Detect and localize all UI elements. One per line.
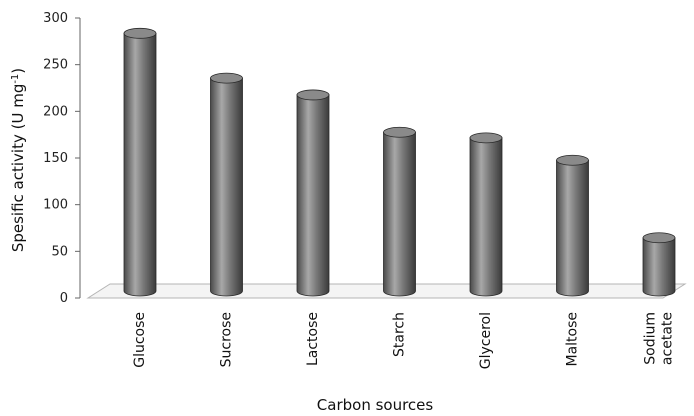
bar — [123, 27, 157, 297]
bar-top — [556, 154, 589, 166]
bar — [642, 232, 676, 297]
x-tick-label: Lactose — [305, 312, 321, 366]
bar — [210, 72, 243, 297]
bar-body — [642, 237, 676, 297]
bar-body — [123, 32, 157, 297]
bar — [383, 126, 416, 297]
y-tick-label: 250 — [43, 58, 68, 73]
bar-top — [383, 126, 416, 138]
y-axis-title: Spesific activity (U mg-1) — [9, 68, 27, 252]
x-tick-label: acetate — [660, 312, 676, 365]
y-tick-label: 300 — [43, 11, 68, 26]
y-tick-label: 150 — [43, 151, 68, 166]
bar-top — [642, 232, 676, 244]
y-tick-label: 100 — [43, 198, 68, 213]
bar-body — [210, 77, 243, 297]
x-axis-title: Carbon sources — [317, 396, 434, 414]
x-tick-label: Maltose — [565, 312, 581, 367]
y-tick-label: 0 — [60, 291, 68, 306]
bar-body — [556, 159, 589, 297]
bar-top — [210, 72, 243, 84]
x-tick-label: Glycerol — [478, 312, 494, 369]
bar-top — [469, 132, 503, 144]
bar-body — [383, 131, 416, 297]
y-tick-label: 200 — [43, 104, 68, 119]
bar — [556, 154, 589, 297]
x-tick-label: Sodium — [643, 312, 659, 365]
bar-body — [296, 94, 330, 297]
bar — [469, 132, 503, 297]
y-tick-label: 50 — [51, 244, 68, 259]
bar-body — [469, 137, 503, 297]
bar-top — [123, 27, 157, 39]
bar — [296, 89, 330, 297]
x-tick-label: Glucose — [132, 312, 148, 368]
x-tick-label: Sucrose — [219, 312, 235, 367]
x-tick-label: Starch — [392, 312, 408, 357]
bar-top — [296, 89, 330, 101]
